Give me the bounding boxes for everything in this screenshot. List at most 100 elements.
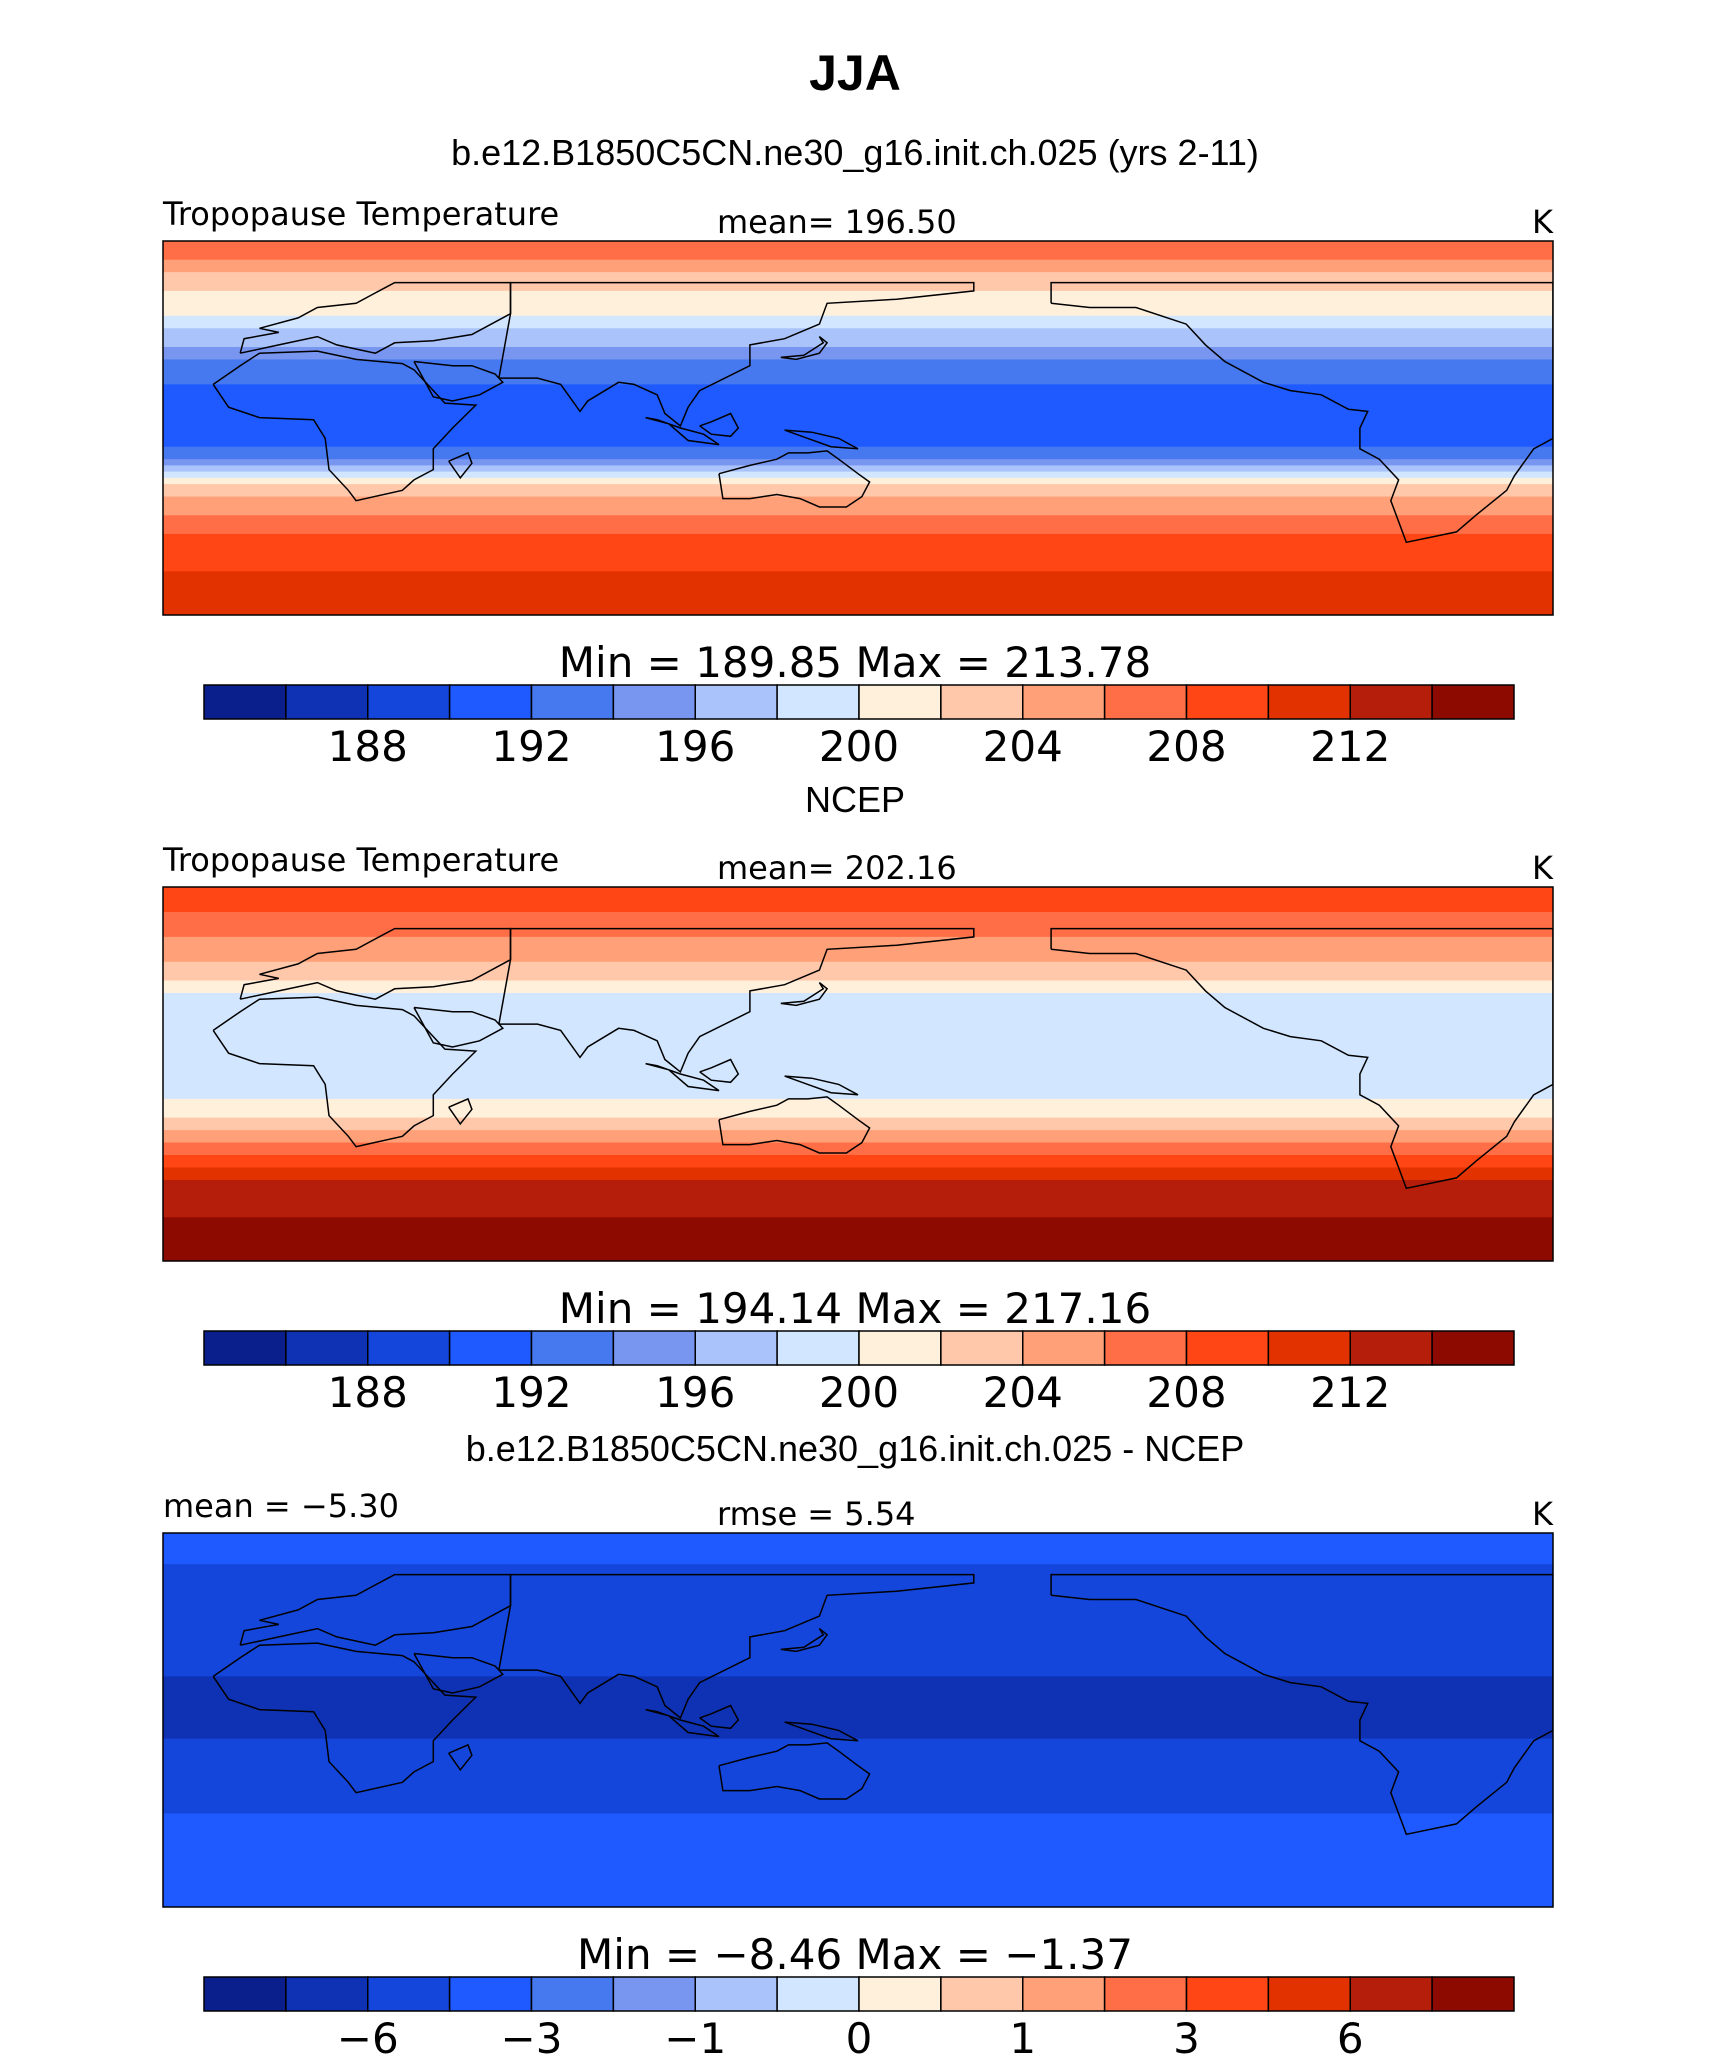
field-band <box>163 297 1553 305</box>
colorbar-swatch <box>285 1976 369 2012</box>
colorbar-swatch <box>530 684 615 720</box>
field-band <box>163 434 1553 442</box>
field-band <box>163 253 1553 261</box>
field-band <box>163 1061 1553 1069</box>
field-band <box>163 1794 1553 1802</box>
field-band <box>163 943 1553 951</box>
field-band <box>163 986 1553 994</box>
field-band <box>163 1863 1553 1871</box>
colorbar-swatch <box>1103 1976 1188 2012</box>
field-band <box>163 899 1553 907</box>
field-band <box>163 1198 1553 1206</box>
colorbar-swatch <box>285 1330 369 1366</box>
coastline <box>780 1628 829 1653</box>
field-band <box>163 396 1553 404</box>
colorbar-swatch <box>448 1330 533 1366</box>
field-band <box>163 415 1553 423</box>
field-band <box>163 421 1553 429</box>
colorbar-swatch <box>1267 1976 1351 2012</box>
field-band <box>163 1757 1553 1765</box>
field-band <box>163 1105 1553 1113</box>
field-band <box>163 918 1553 926</box>
panel-center-label: rmse = 5.54 <box>717 1495 916 1533</box>
colorbar-swatch <box>940 684 1024 720</box>
field-band <box>163 1024 1553 1032</box>
coastline <box>780 336 829 361</box>
colorbar: −6 −3 −1 0 1 3 6 <box>203 1976 1515 2063</box>
panel-difference: mean = −5.30 rmse = 5.54 K Min = −8.46 Max … <box>162 1487 1554 2063</box>
colorbar-swatch <box>1022 1330 1106 1366</box>
field-band <box>163 955 1553 963</box>
field-band <box>163 1751 1553 1759</box>
field-band <box>163 290 1553 298</box>
colorbar-swatch <box>530 1330 615 1366</box>
panel-units-label: K <box>1532 1495 1554 1533</box>
field-band <box>163 378 1553 386</box>
field-band <box>163 1707 1553 1715</box>
colorbar-swatch <box>858 1976 942 2012</box>
field-band <box>163 509 1553 517</box>
panel-model: Tropopause Temperature mean= 196.50 K Min =… <box>162 195 1554 771</box>
field-band <box>163 1564 1553 1572</box>
panel-center-label: mean= 196.50 <box>717 203 957 241</box>
colorbar-swatch <box>858 684 942 720</box>
field-band <box>163 440 1553 448</box>
colorbar-swatch <box>1185 1976 1270 2012</box>
colorbar-tick-label: 208 <box>1146 722 1226 771</box>
field-band <box>163 1545 1553 1553</box>
colorbar-swatch <box>776 1976 860 2012</box>
field-band <box>163 905 1553 913</box>
colorbar-tick-label: 188 <box>328 722 408 771</box>
field-band <box>163 961 1553 969</box>
field-band <box>163 540 1553 548</box>
field-band <box>163 265 1553 273</box>
field-band <box>163 1670 1553 1678</box>
colorbar-swatch <box>1349 1330 1433 1366</box>
colorbar-swatch <box>694 1330 778 1366</box>
field-band <box>163 1769 1553 1777</box>
case-title: b.e12.B1850C5CN.ne30_g16.init.ch.025 (yr… <box>451 132 1259 173</box>
field-band <box>163 490 1553 498</box>
field-band <box>163 1155 1553 1163</box>
field-band <box>163 1732 1553 1740</box>
colorbar-tick-label: 1 <box>1009 2014 1036 2063</box>
field-band <box>163 403 1553 411</box>
field-band <box>163 390 1553 398</box>
field-band <box>163 608 1553 615</box>
field-band <box>163 590 1553 598</box>
colorbar-tick-label: 212 <box>1310 1368 1390 1417</box>
colorbar-swatch <box>203 1330 287 1366</box>
panel-ncep: Tropopause Temperature mean= 202.16 K Min =… <box>162 841 1554 1417</box>
obs-title: NCEP <box>805 779 905 820</box>
colorbar-swatch <box>448 1976 533 2012</box>
field-band <box>163 515 1553 523</box>
colorbar-tick-label: 0 <box>846 2014 873 2063</box>
coastline <box>718 1096 871 1154</box>
field-band <box>163 272 1553 280</box>
field-band <box>163 1067 1553 1075</box>
min-max-label: Min = 194.14 Max = 217.16 <box>559 1284 1151 1333</box>
field-band <box>163 893 1553 901</box>
field-band <box>163 1738 1553 1746</box>
field-band <box>163 1011 1553 1019</box>
colorbar-swatch <box>1022 684 1106 720</box>
field-band <box>163 247 1553 255</box>
field-band <box>163 1744 1553 1752</box>
field-band <box>163 1533 1553 1541</box>
coastlines <box>212 281 1553 544</box>
field-band <box>163 465 1553 473</box>
field-band <box>163 1179 1553 1187</box>
field-band <box>163 1576 1553 1584</box>
colorbar-tick-label: 6 <box>1337 2014 1364 2063</box>
field-band <box>163 1148 1553 1156</box>
colorbar-tick-label: −6 <box>337 2014 399 2063</box>
colorbar-swatch <box>1103 684 1188 720</box>
field-band <box>163 533 1553 541</box>
colorbar-tick-label: 204 <box>983 1368 1063 1417</box>
colorbar-swatch <box>1022 1976 1106 2012</box>
field-band <box>163 1049 1553 1057</box>
field-band <box>163 999 1553 1007</box>
field-band <box>163 259 1553 267</box>
field-band <box>163 552 1553 560</box>
colorbar-swatch <box>285 684 369 720</box>
